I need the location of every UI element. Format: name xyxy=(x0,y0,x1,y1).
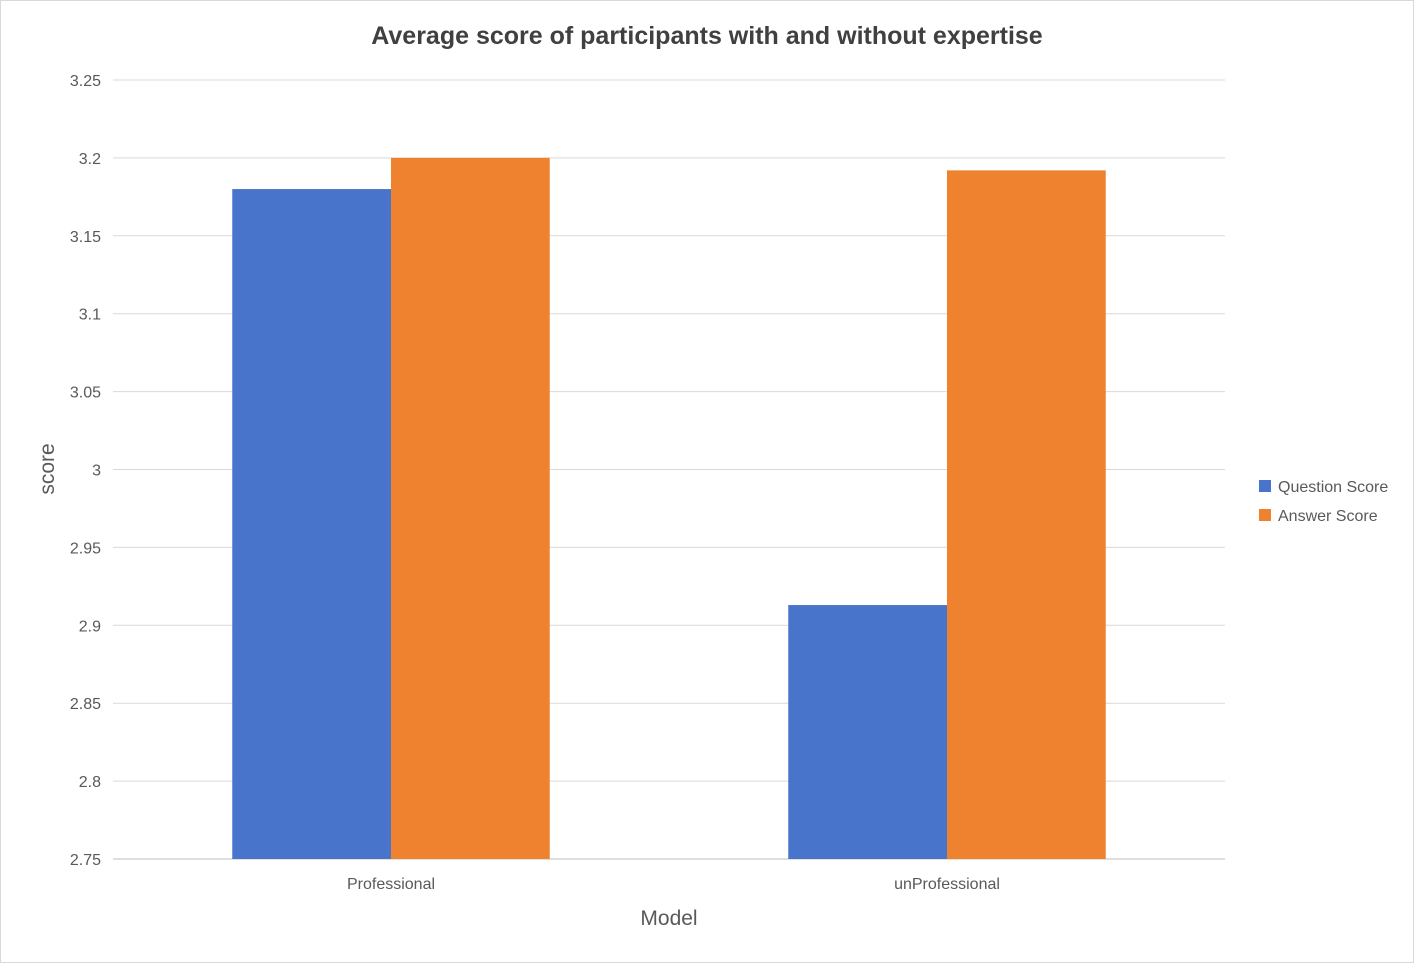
y-tick-label: 3.15 xyxy=(70,229,101,246)
bars xyxy=(232,157,1106,859)
y-tick-label: 2.8 xyxy=(79,774,101,791)
y-tick-label: 3.25 xyxy=(70,73,101,90)
y-tick-label: 2.75 xyxy=(70,852,101,869)
bar-question-score xyxy=(232,189,391,859)
y-tick-label: 3 xyxy=(92,463,101,480)
y-axis-title: score xyxy=(36,443,59,494)
legend: Question Score Answer Score xyxy=(1259,479,1388,525)
legend-label: Answer Score xyxy=(1278,508,1378,525)
y-tick-label: 2.95 xyxy=(70,540,101,557)
x-axis-ticks: Professional unProfessional xyxy=(347,876,1000,893)
bar-answer-score xyxy=(391,157,550,859)
bar-answer-score xyxy=(947,170,1106,859)
legend-swatch xyxy=(1259,480,1271,492)
y-tick-label: 3.1 xyxy=(79,307,101,324)
x-tick-label: Professional xyxy=(347,876,435,893)
x-axis-title: Model xyxy=(640,907,697,930)
bar-question-score xyxy=(788,605,947,859)
y-axis-ticks: 2.75 2.8 2.85 2.9 2.95 3 3.05 3.1 3.15 3.2 3.25 xyxy=(70,73,101,869)
legend-label: Question Score xyxy=(1278,479,1388,496)
y-tick-label: 3.05 xyxy=(70,385,101,402)
y-tick-label: 3.2 xyxy=(79,151,101,168)
x-tick-label: unProfessional xyxy=(894,876,1000,893)
legend-swatch xyxy=(1259,509,1271,521)
y-tick-label: 2.9 xyxy=(79,618,101,635)
y-tick-label: 2.85 xyxy=(70,696,101,713)
chart-title: Average score of participants with and w… xyxy=(371,22,1043,50)
